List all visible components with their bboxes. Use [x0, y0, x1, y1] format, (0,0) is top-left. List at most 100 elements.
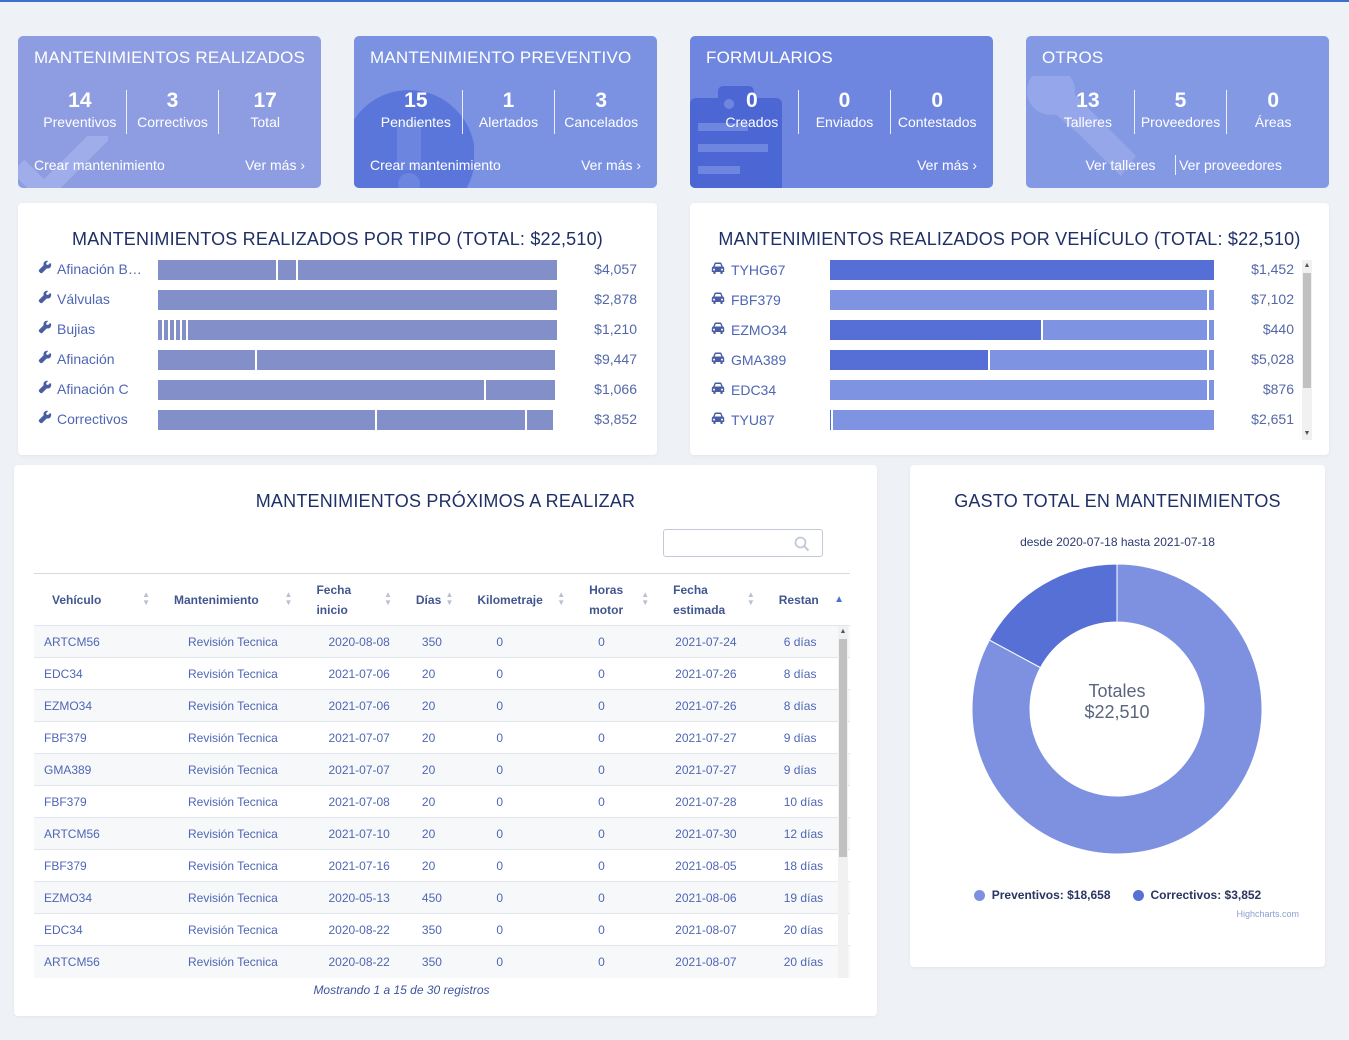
card-link[interactable]: Ver talleres — [1085, 157, 1156, 173]
car-icon — [710, 290, 726, 309]
stat-item[interactable]: 0 Áreas — [1227, 90, 1319, 134]
table-scroll-thumb[interactable] — [839, 639, 847, 857]
column-header[interactable]: Fecha inicio ▲ ▼ — [298, 573, 398, 626]
table-cell: 20 — [397, 721, 460, 754]
vehiculo-row[interactable]: EZMO34 $440 — [710, 320, 1294, 340]
tipo-label-text: Afinación Básica — [57, 260, 147, 277]
chart-credits[interactable]: Highcharts.com — [1236, 909, 1299, 919]
table-cell[interactable]: EDC34 — [34, 913, 156, 946]
table-cell[interactable]: ARTCM56 — [34, 945, 156, 978]
table-cell[interactable]: ARTCM56 — [34, 817, 156, 850]
scroll-thumb[interactable] — [1303, 273, 1311, 388]
scroll-down-arrow[interactable]: ▼ — [1303, 430, 1311, 437]
table-scroll-up-arrow[interactable]: ▲ — [839, 628, 847, 635]
vehiculo-row[interactable]: GMA389 $5,028 — [710, 350, 1294, 370]
table-cell[interactable]: ARTCM56 — [34, 625, 156, 658]
stat-item[interactable]: 5 Proveedores — [1135, 90, 1228, 134]
bar-segment — [257, 350, 555, 370]
tipo-label: Afinación Básica — [38, 260, 147, 277]
tipo-label-text: Bujias — [57, 320, 96, 337]
stat-item[interactable]: 13 Talleres — [1042, 90, 1135, 134]
tipo-row[interactable]: Afinación Básica $4,057 — [38, 260, 637, 280]
table-cell: 19 días — [760, 881, 850, 914]
table-row[interactable]: ARTCM56 Revisión Tecnica 2021-07-10 20 0 0 202… — [34, 817, 850, 850]
table-row[interactable]: EZMO34 Revisión Tecnica 2021-07-06 20 0 0 2021… — [34, 689, 850, 722]
scroll-up-arrow[interactable]: ▲ — [1303, 262, 1311, 269]
table-row[interactable]: ARTCM56 Revisión Tecnica 2020-08-08 350 0 0 20… — [34, 625, 850, 658]
stat-item[interactable]: 0 Creados — [706, 90, 799, 134]
stat-item[interactable]: 0 Enviados — [799, 90, 892, 134]
table-scrollbar[interactable]: ▲ — [838, 626, 848, 978]
column-header[interactable]: Fecha estimada ▲ ▼ — [655, 573, 761, 626]
column-header[interactable]: Vehículo ▲ ▼ — [34, 573, 156, 626]
vehiculo-row[interactable]: FBF379 $7,102 — [710, 290, 1294, 310]
legend-item-preventivos[interactable]: Preventivos: $18,658 — [973, 888, 1111, 902]
tipo-row[interactable]: Afinación $9,447 — [38, 350, 637, 370]
table-cell[interactable]: FBF379 — [34, 785, 156, 818]
wrench-icon — [38, 290, 52, 307]
table-cell[interactable]: FBF379 — [34, 849, 156, 882]
donut-slice-correctivos[interactable] — [988, 563, 1118, 669]
table-row[interactable]: EDC34 Revisión Tecnica 2020-08-22 350 0 0 2021… — [34, 913, 850, 946]
card-stats: 13 Talleres 5 Proveedores 0 Áreas — [1042, 90, 1319, 134]
table-row[interactable]: FBF379 Revisión Tecnica 2021-07-07 20 0 0 2021… — [34, 721, 850, 754]
search-input[interactable] — [670, 530, 795, 556]
stat-item[interactable]: 14 Preventivos — [34, 90, 127, 134]
table-cell[interactable]: EZMO34 — [34, 881, 156, 914]
stat-item[interactable]: 0 Contestados — [891, 90, 983, 134]
table-row[interactable]: ARTCM56 Revisión Tecnica 2020-08-22 350 0 0 20… — [34, 945, 850, 978]
chart-legend: Preventivos: $18,658 Correctivos: $3,852 — [910, 888, 1325, 902]
card-link-create[interactable]: Crear mantenimiento — [370, 157, 501, 173]
tipo-row[interactable]: Afinación C $1,066 — [38, 380, 637, 400]
bar-segment — [377, 410, 528, 430]
table-cell[interactable]: FBF379 — [34, 721, 156, 754]
table-cell[interactable]: EDC34 — [34, 657, 156, 690]
table-row[interactable]: FBF379 Revisión Tecnica 2021-07-08 20 0 0 2021… — [34, 785, 850, 818]
card-link-more[interactable]: Ver más › — [245, 157, 305, 173]
column-header[interactable]: Kilometraje ▲ ▼ — [459, 573, 572, 626]
tipo-row[interactable]: Válvulas $2,878 — [38, 290, 637, 310]
tipo-label: Bujias — [38, 320, 95, 337]
donut-center-value: $22,510 — [1084, 702, 1149, 722]
vehiculo-bar — [830, 380, 1214, 400]
legend-item-correctivos[interactable]: Correctivos: $3,852 — [1132, 888, 1261, 902]
table-cell: 2020-08-22 — [298, 913, 398, 946]
donut-slice-preventivos[interactable] — [971, 563, 1263, 855]
vehiculo-row[interactable]: TYHG67 $1,452 — [710, 260, 1294, 280]
table-row[interactable]: GMA389 Revisión Tecnica 2021-07-07 20 0 0 2021… — [34, 753, 850, 786]
tipo-bar — [158, 260, 557, 280]
card-title: MANTENIMIENTO PREVENTIVO — [370, 48, 632, 67]
table-row[interactable]: EZMO34 Revisión Tecnica 2020-05-13 450 0 0 202… — [34, 881, 850, 914]
table-cell[interactable]: EZMO34 — [34, 689, 156, 722]
table-cell: 350 — [397, 945, 460, 978]
vehiculo-label: GMA389 — [710, 350, 786, 369]
column-header[interactable]: Restan ▲ — [760, 573, 850, 626]
table-row[interactable]: EDC34 Revisión Tecnica 2021-07-06 20 0 0 2021-… — [34, 657, 850, 690]
bar-segment — [833, 410, 1214, 430]
card-link-more[interactable]: Ver más › — [917, 157, 977, 173]
search-box[interactable] — [663, 529, 823, 557]
footer-divider — [1175, 155, 1176, 175]
table-cell: 2021-07-28 — [655, 785, 761, 818]
column-header[interactable]: Mantenimiento ▲ ▼ — [155, 573, 299, 626]
table-cell: 350 — [397, 625, 460, 658]
tipo-row[interactable]: Correctivos $3,852 — [38, 410, 637, 430]
table-cell: 2021-07-08 — [298, 785, 398, 818]
card-link-more[interactable]: Ver más › — [581, 157, 641, 173]
card-link[interactable]: Ver proveedores — [1179, 157, 1282, 173]
stat-item[interactable]: 17 Total — [219, 90, 311, 134]
column-header[interactable]: Días ▲ ▼ — [397, 573, 460, 626]
vehiculo-row[interactable]: EDC34 $876 — [710, 380, 1294, 400]
stat-item[interactable]: 3 Correctivos — [127, 90, 220, 134]
stat-item[interactable]: 1 Alertados — [463, 90, 556, 134]
stat-number: 0 — [1267, 89, 1280, 112]
stat-item[interactable]: 15 Pendientes — [370, 90, 463, 134]
vehiculo-row[interactable]: TYU87 $2,651 — [710, 410, 1294, 430]
vehiculo-scrollbar[interactable]: ▲ ▼ — [1302, 260, 1312, 440]
table-row[interactable]: FBF379 Revisión Tecnica 2021-07-16 20 0 0 2021… — [34, 849, 850, 882]
table-cell[interactable]: GMA389 — [34, 753, 156, 786]
column-header[interactable]: Horas motor ▲ ▼ — [571, 573, 656, 626]
stat-item[interactable]: 3 Cancelados — [555, 90, 647, 134]
tipo-row[interactable]: Bujias $1,210 — [38, 320, 637, 340]
card-link-create[interactable]: Crear mantenimiento — [34, 157, 165, 173]
